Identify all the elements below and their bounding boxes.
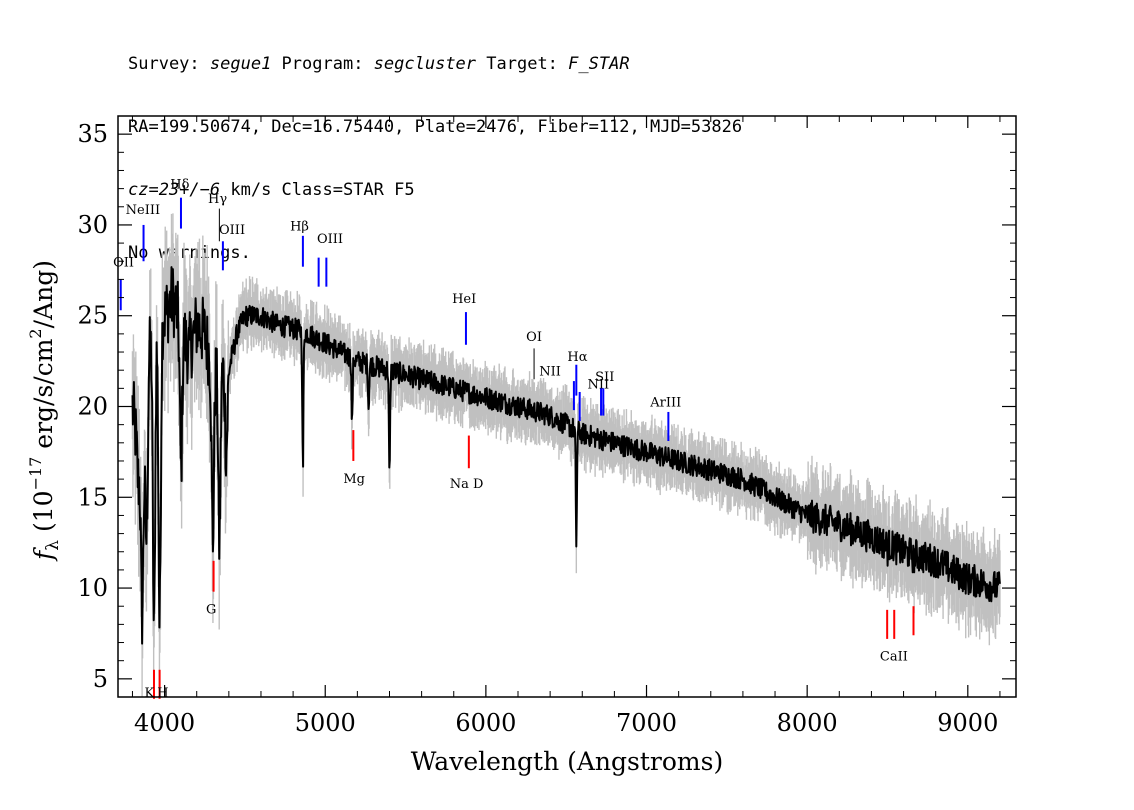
y-tick-label: 20 (77, 393, 108, 421)
y-axis-label: fλ (10−17 erg/s/cm2/Ang) (26, 260, 63, 562)
x-axis-label: Wavelength (Angstroms) (411, 747, 723, 776)
header-line-coordinates: RA=199.50674, Dec=16.75440, Plate=2476, … (128, 117, 743, 137)
program-value: segcluster (373, 54, 477, 74)
cz-value: cz=23+/−6 (128, 180, 221, 200)
x-tick-label: 5000 (295, 709, 356, 737)
x-tick-label: 9000 (937, 709, 998, 737)
line-label: HeI (452, 292, 476, 307)
x-tick-label: 4000 (134, 709, 195, 737)
line-label: OI (526, 330, 542, 345)
axis-ticks: 4000 5000 6000 7000 8000 9000 5 10 15 20 25 30 35 (77, 116, 1016, 737)
line-label: ArIII (649, 396, 681, 411)
survey-label: Survey: (128, 54, 210, 74)
y-tick-label: 10 (77, 574, 108, 602)
line-label: Hα (567, 350, 587, 365)
y-tick-label: 15 (77, 483, 108, 511)
y-tick-label: 25 (77, 302, 108, 330)
line-label: Hβ (290, 219, 309, 234)
header-line-survey: Survey: segue1 Program: segcluster Targe… (128, 54, 742, 75)
spectrum-header: Survey: segue1 Program: segcluster Targe… (128, 12, 742, 285)
line-label: CaII (880, 650, 908, 665)
flux-line (131, 266, 1001, 645)
line-label: NeIII (126, 203, 160, 218)
line-label: K (144, 686, 154, 701)
flux-series (131, 266, 1001, 645)
line-label: G (206, 602, 216, 617)
line-label: OIII (219, 223, 245, 238)
line-label: NII (539, 365, 561, 380)
header-line-redshift: cz=23+/−6 km/s Class=STAR F5 (128, 180, 742, 201)
y-tick-label: 35 (77, 120, 108, 148)
line-label: Hγ (208, 192, 227, 207)
line-label: Hδ (170, 178, 189, 193)
line-label: SII (595, 370, 614, 385)
program-label: Program: (271, 54, 374, 74)
line-label: H (157, 686, 168, 701)
y-tick-label: 30 (77, 211, 108, 239)
x-tick-label: 7000 (616, 709, 677, 737)
line-label: OIII (317, 232, 343, 247)
line-label: Mg (343, 472, 365, 487)
survey-value: segue1 (209, 54, 272, 74)
target-label: Target: (476, 54, 569, 74)
x-tick-label: 8000 (777, 709, 838, 737)
line-label: Na D (450, 477, 484, 492)
line-label: OII (113, 256, 134, 271)
error-band (131, 213, 1001, 699)
x-tick-label: 6000 (455, 709, 516, 737)
target-value: F_STAR (568, 54, 630, 74)
class-value: km/s Class=STAR F5 (220, 180, 415, 200)
y-tick-label: 5 (93, 665, 108, 693)
